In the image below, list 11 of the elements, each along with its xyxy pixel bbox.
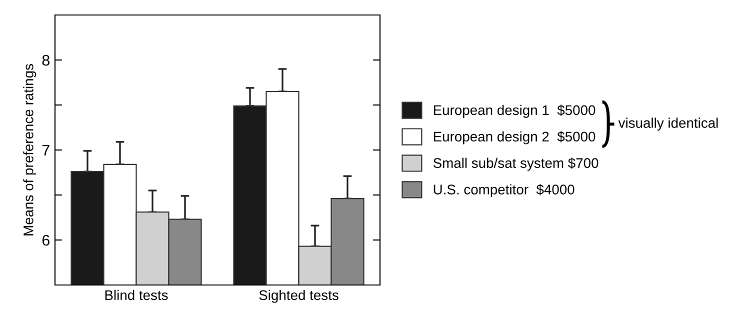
legend-label: European design 2 $5000 xyxy=(434,131,596,144)
x-tick-label: Sighted tests xyxy=(259,290,338,303)
legend-label: Small sub/sat system $700 xyxy=(433,158,598,171)
text: visually identical xyxy=(618,118,718,131)
y-axis-title: Means of preference ratings xyxy=(23,64,36,236)
y-tick-label: 8 xyxy=(42,54,50,66)
x-tick-label: Blind tests xyxy=(105,290,168,300)
y-tick-label: 6 xyxy=(42,234,50,246)
legend-label: U.S. competitor $4000 xyxy=(434,184,574,198)
legend-label: European design 1 $5000 xyxy=(434,104,596,118)
y-tick-label: 7 xyxy=(42,145,50,156)
